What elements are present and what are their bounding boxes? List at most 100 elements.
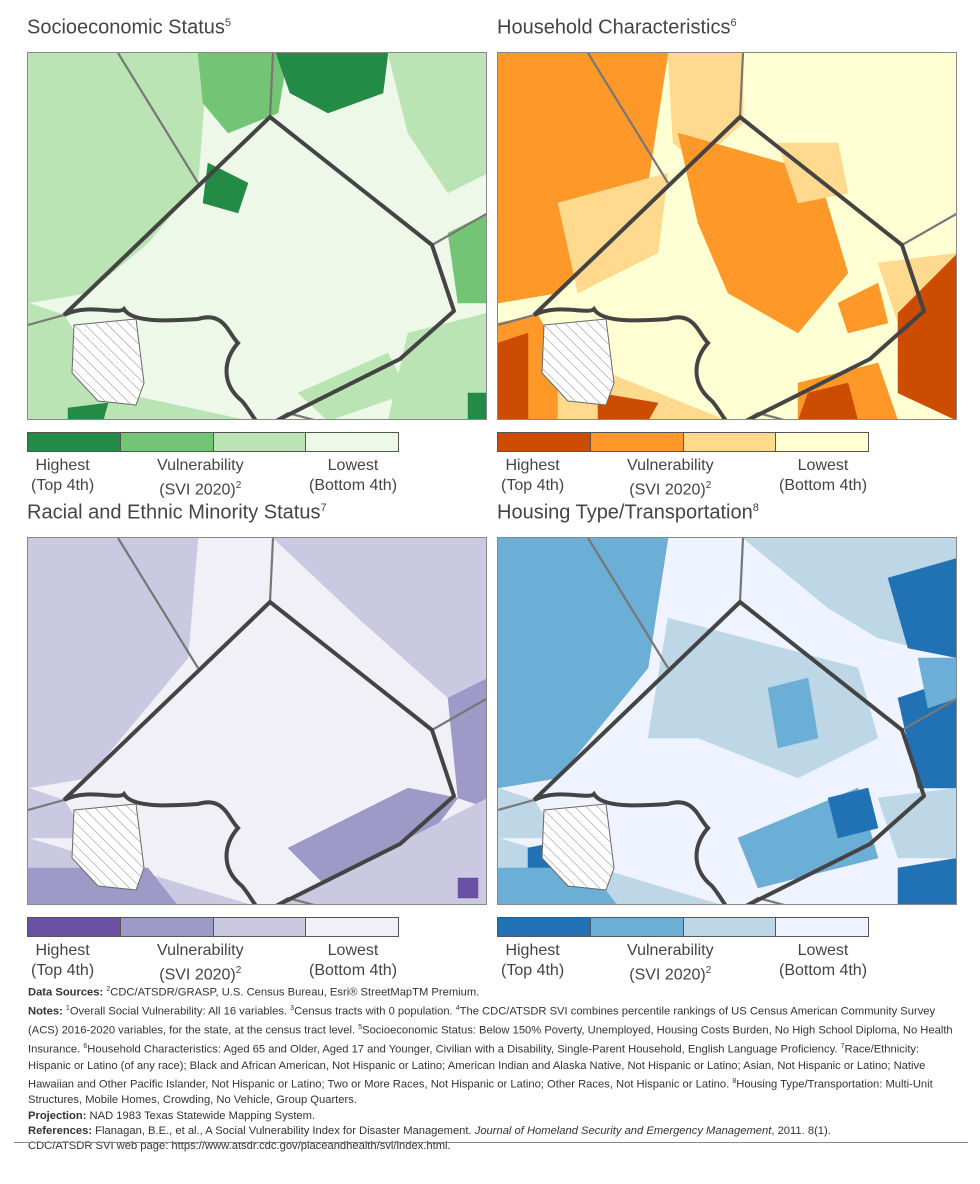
legend-highest: Highest (Top 4th) bbox=[31, 942, 95, 979]
county-line bbox=[901, 212, 956, 246]
legend-swatch bbox=[683, 918, 777, 936]
legend-swatch bbox=[776, 433, 868, 451]
city-boundary bbox=[63, 305, 258, 419]
map-housing[interactable] bbox=[497, 537, 957, 905]
legend-color-bar bbox=[27, 917, 399, 937]
study-area-boundary bbox=[62, 115, 456, 419]
census-tract[interactable] bbox=[28, 53, 209, 304]
county-line bbox=[498, 798, 535, 812]
legend-labels: Highest (Top 4th) Vulnerability (SVI 2020)2… bbox=[497, 456, 877, 500]
study-area-boundary bbox=[532, 600, 926, 904]
legend-swatch bbox=[120, 433, 214, 451]
county-line bbox=[268, 538, 275, 603]
census-tract[interactable] bbox=[647, 617, 879, 779]
census-tract[interactable] bbox=[197, 53, 289, 134]
county-line bbox=[117, 53, 199, 184]
legend-swatch bbox=[213, 918, 307, 936]
panel-title: Socioeconomic Status5 bbox=[27, 16, 232, 39]
study-area-boundary bbox=[532, 115, 926, 419]
census-tract[interactable] bbox=[202, 162, 249, 214]
legend-swatch bbox=[498, 433, 591, 451]
legend: Highest (Top 4th) Vulnerability (SVI 2020)2… bbox=[27, 917, 487, 987]
legend-color-bar bbox=[497, 917, 869, 937]
legend-vulnerability: Vulnerability (SVI 2020)2 bbox=[157, 457, 244, 499]
legend-color-bar bbox=[497, 432, 869, 452]
zero-population-hatch bbox=[542, 319, 614, 405]
map-socioeconomic[interactable] bbox=[27, 52, 487, 420]
projection: Projection: NAD 1983 Texas Statewide Map… bbox=[28, 1109, 316, 1122]
panel-title: Housing Type/Transportation8 bbox=[497, 501, 759, 524]
census-tract[interactable] bbox=[827, 787, 879, 839]
legend-vulnerability: Vulnerability (SVI 2020)2 bbox=[627, 457, 714, 499]
legend-highest: Highest (Top 4th) bbox=[31, 457, 95, 494]
census-tract[interactable] bbox=[897, 858, 957, 905]
legend: Highest (Top 4th) Vulnerability (SVI 2020)2… bbox=[27, 432, 487, 502]
legend-highest: Highest (Top 4th) bbox=[501, 457, 565, 494]
legend-highest: Highest (Top 4th) bbox=[501, 942, 565, 979]
map-minority[interactable] bbox=[27, 537, 487, 905]
census-tract[interactable] bbox=[887, 558, 957, 658]
zero-population-hatch bbox=[72, 319, 144, 405]
legend: Highest (Top 4th) Vulnerability (SVI 2020)2… bbox=[497, 432, 957, 502]
legend-swatch bbox=[306, 918, 398, 936]
legend-swatch bbox=[776, 918, 868, 936]
census-tract[interactable] bbox=[917, 657, 957, 709]
panel-title: Household Characteristics6 bbox=[497, 16, 737, 39]
census-tract[interactable] bbox=[897, 253, 957, 420]
census-tract[interactable] bbox=[498, 332, 529, 420]
city-boundary bbox=[533, 790, 728, 904]
legend-labels: Highest (Top 4th) Vulnerability (SVI 2020)2… bbox=[27, 456, 407, 500]
census-tract[interactable] bbox=[275, 53, 389, 114]
county-line bbox=[117, 538, 199, 669]
svi-web-link[interactable]: CDC/ATSDR SVI web page: https://www.atsd… bbox=[28, 1140, 451, 1153]
legend-vulnerability: Vulnerability (SVI 2020)2 bbox=[157, 942, 244, 984]
census-tract[interactable] bbox=[388, 313, 487, 420]
notes-text: Notes: 1Overall Social Vulnerability: Al… bbox=[28, 1005, 953, 1107]
census-tract[interactable] bbox=[387, 53, 487, 194]
panel-socioeconomic: Socioeconomic Status5 Highest (Top 4th) Vu… bbox=[27, 10, 487, 498]
panel-title: Racial and Ethnic Minority Status7 bbox=[27, 501, 327, 524]
county-line bbox=[431, 212, 486, 246]
census-tract[interactable] bbox=[597, 392, 659, 420]
legend-lowest: Lowest (Bottom 4th) bbox=[309, 942, 398, 979]
choropleth-map bbox=[498, 538, 957, 905]
legend-swatch bbox=[120, 918, 214, 936]
data-sources: Data Sources: 2CDC/ATSDR/GRASP, U.S. Cen… bbox=[28, 986, 480, 999]
county-line bbox=[268, 53, 275, 118]
county-line bbox=[431, 697, 486, 731]
legend-swatch bbox=[590, 918, 684, 936]
choropleth-map bbox=[28, 538, 487, 904]
city-boundary bbox=[63, 790, 258, 904]
census-tract[interactable] bbox=[447, 678, 487, 808]
legend-lowest: Lowest (Bottom 4th) bbox=[779, 457, 868, 494]
choropleth-map bbox=[498, 53, 957, 420]
references: References: Flanagan, B.E., et al., A So… bbox=[28, 1124, 831, 1137]
census-tract[interactable] bbox=[67, 402, 109, 420]
county-line bbox=[901, 697, 956, 731]
census-tract[interactable] bbox=[767, 677, 819, 749]
divider bbox=[14, 1142, 968, 1143]
legend-swatch bbox=[498, 918, 591, 936]
county-line bbox=[738, 538, 745, 603]
panel-household: Household Characteristics6 Highest (Top 4… bbox=[497, 10, 957, 498]
study-area-boundary bbox=[62, 600, 456, 904]
county-line bbox=[498, 313, 535, 327]
legend-swatch bbox=[28, 433, 121, 451]
county-line bbox=[587, 538, 669, 669]
choropleth-map bbox=[28, 53, 487, 420]
zero-population-hatch bbox=[72, 804, 144, 890]
county-line bbox=[587, 53, 669, 184]
census-tract[interactable] bbox=[798, 382, 858, 420]
census-tract[interactable] bbox=[877, 787, 957, 859]
census-tract[interactable] bbox=[457, 877, 479, 899]
legend-swatch bbox=[590, 433, 684, 451]
legend-labels: Highest (Top 4th) Vulnerability (SVI 2020)2… bbox=[497, 941, 877, 985]
legend: Highest (Top 4th) Vulnerability (SVI 2020)2… bbox=[497, 917, 957, 987]
county-line bbox=[738, 53, 745, 118]
census-tract[interactable] bbox=[837, 282, 889, 334]
legend-color-bar bbox=[27, 432, 399, 452]
census-tract[interactable] bbox=[467, 392, 487, 420]
map-household[interactable] bbox=[497, 52, 957, 420]
legend-swatch bbox=[306, 433, 398, 451]
footnotes: Data Sources: 2CDC/ATSDR/GRASP, U.S. Cen… bbox=[28, 982, 958, 1155]
